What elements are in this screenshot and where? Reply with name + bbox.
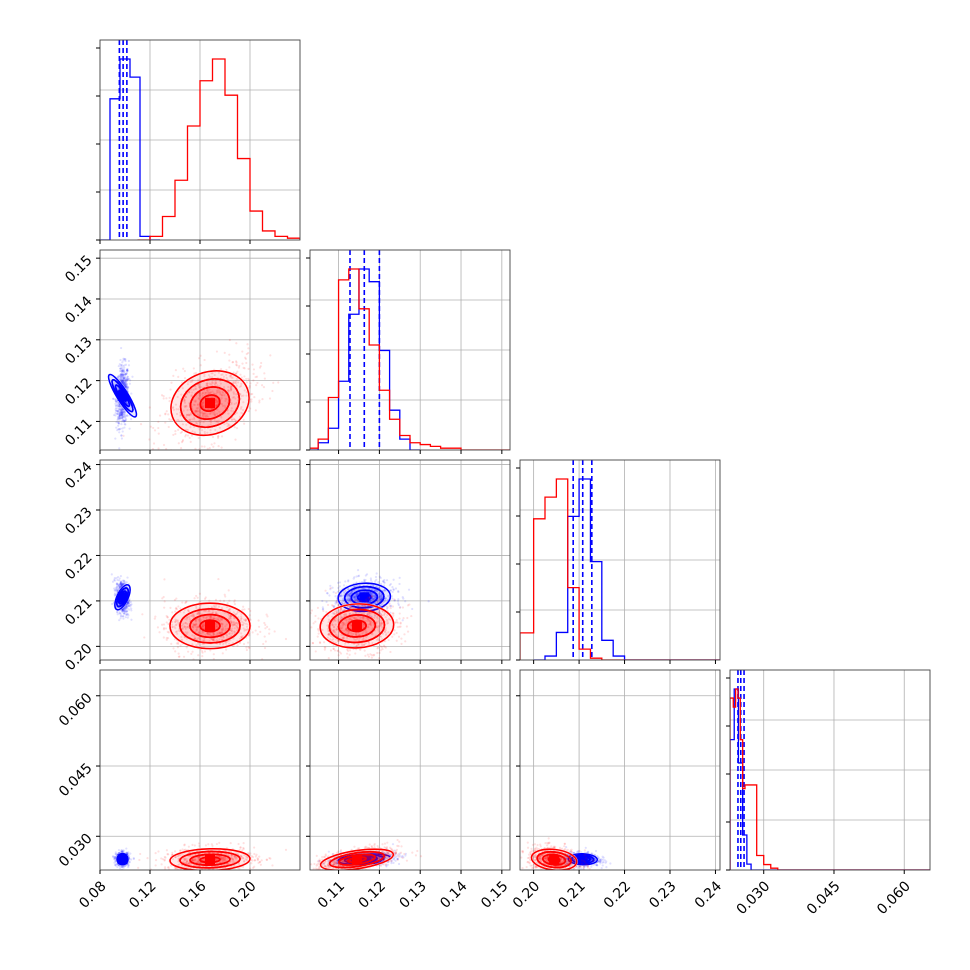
contour-line <box>337 614 377 638</box>
panel-3-1 <box>96 459 301 664</box>
x-tick-label: 0.060 <box>874 878 914 918</box>
histogram-2 <box>730 688 930 870</box>
density-peak <box>359 592 370 603</box>
contour-line <box>199 619 221 633</box>
panel-frame <box>729 669 931 871</box>
density-peak <box>351 620 362 631</box>
x-tick-label: 0.20 <box>510 878 543 911</box>
x-tick-label: 0.12 <box>126 878 159 911</box>
panel-3-3 <box>516 459 721 664</box>
histogram-2 <box>310 268 510 450</box>
density-peak <box>117 390 128 401</box>
contour-line <box>179 850 241 869</box>
panel-frame <box>309 249 511 451</box>
x-tick-label: 0.15 <box>478 878 511 911</box>
x-tick-label: 0.13 <box>396 878 429 911</box>
x-tick-label: 0.11 <box>315 878 348 911</box>
panel-4-4 <box>726 669 931 874</box>
y-tick-label: 0.12 <box>62 375 95 408</box>
contour-line <box>116 852 129 866</box>
histogram-2 <box>137 58 300 240</box>
contour-line <box>169 848 251 870</box>
x-tick-label: 0.08 <box>76 878 109 911</box>
y-tick-label: 0.13 <box>62 334 95 367</box>
contour-line <box>179 378 241 428</box>
panel-frame <box>519 459 721 661</box>
contour-line <box>179 608 241 644</box>
contour-line <box>169 602 251 650</box>
panel-frame <box>309 669 511 871</box>
panel-2-1 <box>96 249 301 454</box>
y-tick-label: 0.24 <box>62 459 95 492</box>
contour-line <box>346 619 367 633</box>
x-tick-label: 0.20 <box>226 878 259 911</box>
density-peak <box>117 854 128 865</box>
x-tick-label: 0.16 <box>176 878 209 911</box>
histogram-1 <box>100 58 160 240</box>
contour-line <box>328 851 385 869</box>
density-peak <box>205 398 215 409</box>
panel-4-3 <box>516 669 721 874</box>
y-tick-label: 0.11 <box>62 416 95 449</box>
contour-line <box>319 603 395 649</box>
contour-line <box>199 394 221 412</box>
contour-line <box>328 608 386 644</box>
contour-line <box>189 853 231 866</box>
y-tick-label: 0.030 <box>56 831 96 871</box>
x-tick-label: 0.030 <box>734 878 774 918</box>
panel-4-2 <box>306 669 511 874</box>
x-tick-label: 0.045 <box>804 878 844 918</box>
x-tick-label: 0.14 <box>437 878 470 911</box>
density-peak <box>117 592 128 603</box>
x-tick-label: 0.23 <box>646 878 679 911</box>
contour-line <box>319 848 395 870</box>
density-peak <box>549 854 560 865</box>
panel-3-2 <box>306 459 511 664</box>
x-tick-label: 0.22 <box>601 878 634 911</box>
panel-2-2 <box>306 249 511 454</box>
contour-line <box>189 386 231 420</box>
panel-frame <box>519 669 721 871</box>
x-tick-label: 0.21 <box>555 878 588 911</box>
x-tick-label: 0.24 <box>692 878 725 911</box>
y-tick-label: 0.23 <box>62 504 95 537</box>
y-tick-label: 0.060 <box>56 690 96 730</box>
density-peak <box>577 854 588 865</box>
density-peak <box>351 854 362 865</box>
y-tick-label: 0.21 <box>62 595 95 628</box>
contour-line <box>536 851 572 869</box>
histogram-2 <box>520 478 720 660</box>
contour-line <box>567 852 599 866</box>
density-peak <box>205 620 215 631</box>
panel-4-1 <box>96 669 301 874</box>
histogram-1 <box>730 688 930 870</box>
contour-line <box>337 582 392 613</box>
contour-line <box>343 585 385 609</box>
panel-1-1 <box>96 39 301 244</box>
y-tick-label: 0.14 <box>62 293 95 326</box>
y-tick-label: 0.22 <box>62 550 95 583</box>
contour-line <box>189 613 231 639</box>
contour-line <box>541 853 567 866</box>
x-tick-label: 0.12 <box>356 878 389 911</box>
panel-frame <box>309 459 511 661</box>
density-peak <box>205 854 215 865</box>
y-tick-label: 0.15 <box>62 253 95 286</box>
y-tick-label: 0.045 <box>56 760 96 800</box>
y-tick-label: 0.20 <box>62 641 95 674</box>
contour-line <box>170 370 250 437</box>
histogram-1 <box>533 478 720 660</box>
